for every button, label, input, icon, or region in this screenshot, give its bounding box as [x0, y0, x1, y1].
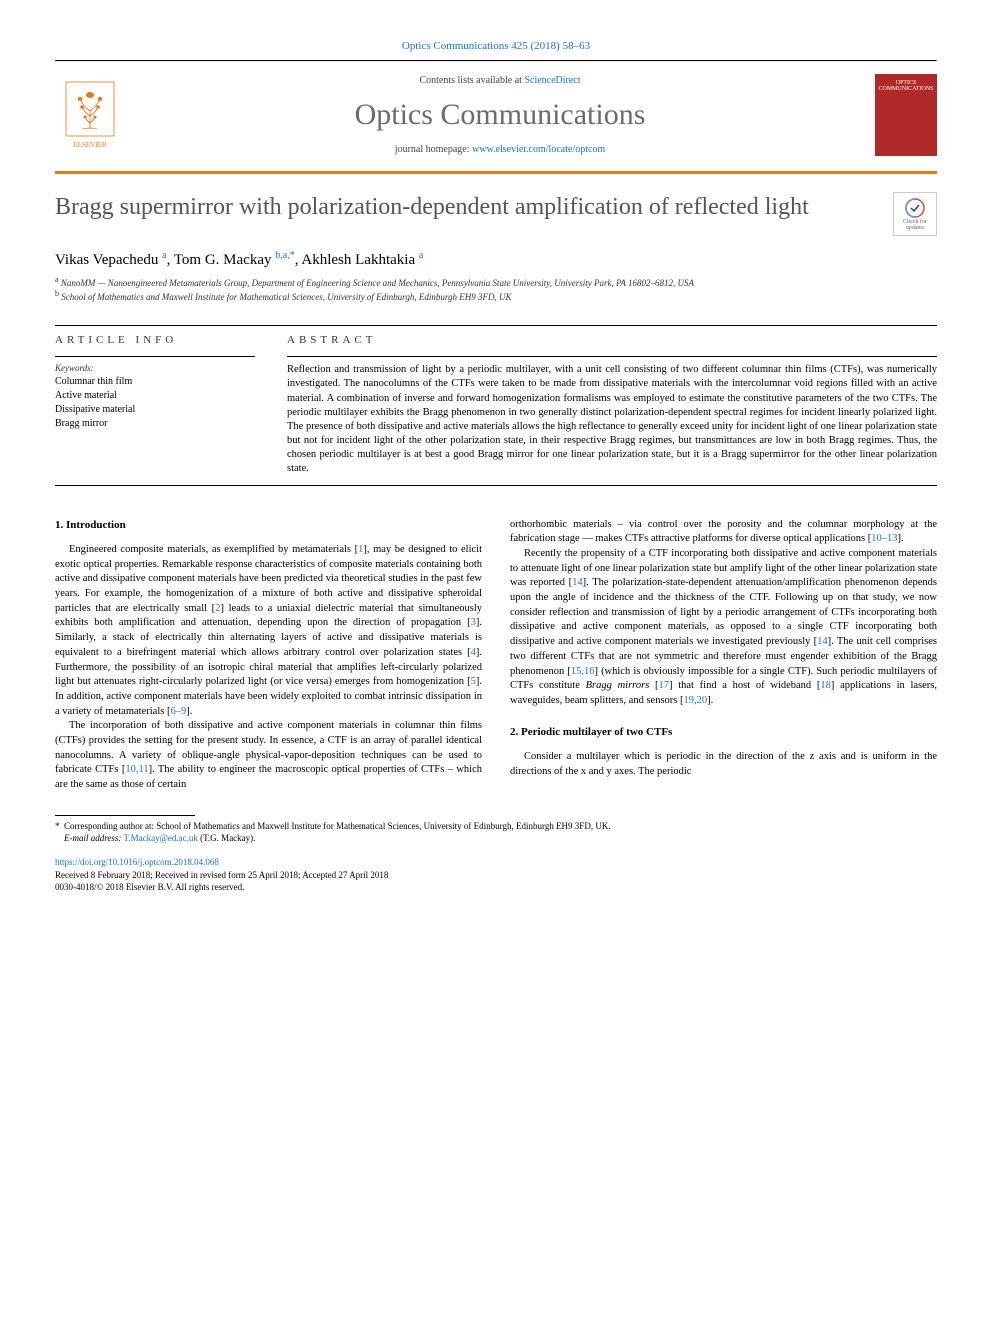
affil-a-text: NanoMM — Nanoengineered Metamaterials Gr… — [61, 278, 694, 288]
abstract-text: Reflection and transmission of light by … — [287, 363, 937, 476]
intro-para-2: The incorporation of both dissipative an… — [55, 719, 482, 792]
info-abstract-row: ARTICLE INFO Keywords: Columnar thin fil… — [55, 334, 937, 476]
section-2-para-1: Consider a multilayer which is periodic … — [510, 750, 937, 779]
masthead: ELSEVIER Contents lists available at Sci… — [55, 62, 937, 167]
footer-block: https://doi.org/10.1016/j.optcom.2018.04… — [55, 856, 937, 894]
footnote-marker: * — [55, 821, 60, 831]
check-updates-icon — [904, 197, 926, 219]
body-col-right: orthorhombic materials – via control ove… — [510, 518, 937, 793]
check-updates-label: Check for updates — [894, 219, 936, 231]
section-1-heading: 1. Introduction — [55, 518, 482, 533]
doi-link[interactable]: https://doi.org/10.1016/j.optcom.2018.04… — [55, 857, 219, 867]
abstract-divider — [287, 356, 937, 357]
intro-para-3: Recently the propensity of a CTF incorpo… — [510, 547, 937, 709]
authors: Vikas Vepachedu a, Tom G. Mackay b,a,*, … — [55, 250, 937, 269]
author-1: Vikas Vepachedu a — [55, 252, 167, 268]
paper-title: Bragg supermirror with polarization-depe… — [55, 192, 881, 222]
contents-prefix: Contents lists available at — [419, 75, 524, 86]
author-2: Tom G. Mackay b,a,* — [174, 252, 295, 268]
publisher-logo: ELSEVIER — [55, 72, 125, 157]
affiliations: a NanoMM — Nanoengineered Metamaterials … — [55, 275, 937, 303]
correspondence-footnote: * Corresponding author at: School of Mat… — [55, 820, 937, 844]
author-3-name: Akhlesh Lakhtakia — [301, 252, 415, 268]
author-1-name: Vikas Vepachedu — [55, 252, 158, 268]
keyword-1: Columnar thin film — [55, 375, 255, 389]
contents-line: Contents lists available at ScienceDirec… — [125, 75, 875, 86]
orange-rule — [55, 171, 937, 174]
abstract-heading: ABSTRACT — [287, 334, 937, 346]
body-columns: 1. Introduction Engineered composite mat… — [55, 518, 937, 793]
divider-below-abstract — [55, 485, 937, 486]
check-updates-badge[interactable]: Check for updates — [893, 192, 937, 236]
keyword-2: Active material — [55, 389, 255, 403]
author-3-affil: a — [419, 250, 423, 261]
info-divider — [55, 356, 255, 357]
email-author: (T.G. Mackay). — [200, 833, 255, 843]
footnote-text: Corresponding author at: School of Mathe… — [64, 821, 611, 831]
author-3: Akhlesh Lakhtakia a — [301, 252, 423, 268]
keyword-4: Bragg mirror — [55, 417, 255, 431]
divider-above-abstract — [55, 325, 937, 326]
email-label: E-mail address: — [64, 833, 121, 843]
email-link[interactable]: T.Mackay@ed.ac.uk — [124, 833, 198, 843]
journal-name: Optics Communications — [125, 98, 875, 132]
sciencedirect-link[interactable]: ScienceDirect — [524, 75, 580, 86]
elsevier-tree-icon — [65, 81, 115, 137]
affil-a-key: a — [55, 275, 59, 284]
intro-para-2-cont: orthorhombic materials – via control ove… — [510, 518, 937, 547]
publisher-name: ELSEVIER — [73, 141, 106, 149]
keywords-label: Keywords: — [55, 363, 255, 373]
masthead-center: Contents lists available at ScienceDirec… — [125, 75, 875, 155]
footnote-rule — [55, 815, 195, 816]
author-2-affil-link[interactable]: b,a,* — [275, 250, 294, 261]
body-col-left: 1. Introduction Engineered composite mat… — [55, 518, 482, 793]
author-1-affil: a — [162, 250, 166, 261]
section-2-heading: 2. Periodic multilayer of two CTFs — [510, 725, 937, 740]
homepage-link[interactable]: www.elsevier.com/locate/optcom — [472, 144, 605, 155]
journal-cover: OPTICS COMMUNICATIONS — [875, 74, 937, 156]
history-text: Received 8 February 2018; Received in re… — [55, 870, 388, 880]
article-info-heading: ARTICLE INFO — [55, 334, 255, 346]
abstract-col: ABSTRACT Reflection and transmission of … — [287, 334, 937, 476]
affil-b-key: b — [55, 289, 59, 298]
affiliation-a: a NanoMM — Nanoengineered Metamaterials … — [55, 275, 937, 289]
intro-para-1: Engineered composite materials, as exemp… — [55, 543, 482, 719]
keyword-3: Dissipative material — [55, 403, 255, 417]
homepage-line: journal homepage: www.elsevier.com/locat… — [125, 144, 875, 155]
affil-b-text: School of Mathematics and Maxwell Instit… — [61, 292, 511, 302]
author-2-name: Tom G. Mackay — [174, 252, 272, 268]
cover-title: OPTICS COMMUNICATIONS — [877, 80, 935, 92]
title-row: Bragg supermirror with polarization-depe… — [55, 192, 937, 236]
homepage-prefix: journal homepage: — [395, 144, 472, 155]
citation-header: Optics Communications 425 (2018) 58–63 — [55, 40, 937, 52]
affiliation-b: b School of Mathematics and Maxwell Inst… — [55, 289, 937, 303]
copyright-text: 0030-4018/© 2018 Elsevier B.V. All right… — [55, 882, 244, 892]
article-info: ARTICLE INFO Keywords: Columnar thin fil… — [55, 334, 255, 476]
